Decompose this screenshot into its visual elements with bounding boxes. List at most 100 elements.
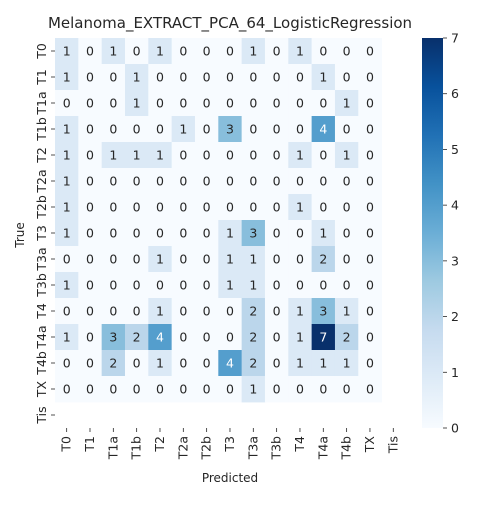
heatmap-cell	[55, 350, 79, 377]
cell-value-label: 1	[226, 278, 234, 293]
heatmap-cell	[78, 116, 103, 143]
cell-value-label: 0	[319, 200, 327, 215]
cell-value-label: 0	[86, 278, 94, 293]
cell-value-label: 0	[86, 122, 94, 137]
y-tick-label: T4	[34, 303, 49, 320]
cell-value-label: 0	[179, 174, 187, 189]
cell-value-label: 0	[203, 44, 211, 59]
cell-value-label: 0	[133, 304, 141, 319]
heatmap-cell	[171, 194, 196, 221]
y-axis-label: True	[13, 222, 27, 249]
cell-value-label: 0	[273, 200, 281, 215]
heatmap-cell	[288, 324, 313, 351]
heatmap-cell	[264, 116, 289, 143]
cell-value-label: 1	[296, 330, 304, 345]
cell-value-label: 0	[156, 96, 164, 111]
x-tick-label: T2	[152, 436, 167, 453]
cell-value-label: 1	[156, 304, 164, 319]
heatmap-cell	[171, 350, 196, 377]
cell-value-label: 0	[249, 200, 257, 215]
heatmap-cell	[334, 142, 359, 169]
cell-value-label: 1	[63, 226, 71, 241]
heatmap-cell	[124, 246, 149, 273]
heatmap-cell	[264, 272, 289, 299]
heatmap-cell	[358, 350, 383, 377]
heatmap-cell	[124, 220, 149, 247]
heatmap-cell	[218, 116, 243, 143]
heatmap-cell	[288, 38, 313, 65]
heatmap-cell	[218, 272, 243, 299]
heatmap-cell	[124, 90, 149, 117]
heatmap-cell	[311, 298, 336, 325]
cell-value-label: 1	[249, 44, 257, 59]
cell-value-label: 0	[273, 96, 281, 111]
y-tick-label: T1a	[34, 91, 49, 115]
heatmap-cell	[288, 142, 313, 169]
cell-value-label: 0	[156, 278, 164, 293]
y-tick-label: T1b	[34, 117, 49, 142]
heatmap-cell	[171, 64, 196, 91]
cell-value-label: 0	[273, 226, 281, 241]
colorbar-tick-label: 1	[451, 365, 459, 380]
x-tick-label: T1b	[129, 436, 144, 461]
heatmap-cell	[194, 272, 219, 299]
cell-value-label: 2	[109, 356, 117, 371]
cell-value-label: 4	[226, 356, 234, 371]
heatmap-cell	[148, 298, 173, 325]
heatmap-cell	[101, 272, 126, 299]
cell-value-label: 0	[203, 174, 211, 189]
heatmap-cell	[124, 116, 149, 143]
cell-value-label: 0	[226, 304, 234, 319]
cell-value-label: 7	[319, 330, 327, 345]
cell-value-label: 0	[343, 382, 351, 397]
heatmap-cell	[264, 220, 289, 247]
cell-value-label: 0	[109, 278, 117, 293]
cell-value-label: 1	[133, 70, 141, 85]
y-tick-labels: T0 T1 T1a T1b T2 T2a T2b T3 T3a T3b T4 T4a T4b TX Tis	[34, 43, 55, 425]
colorbar-tick-label: 6	[451, 86, 459, 101]
cell-value-label: 0	[296, 278, 304, 293]
heatmap-cell	[311, 376, 336, 403]
cell-value-label: 1	[249, 252, 257, 267]
heatmap-cell	[148, 90, 173, 117]
heatmap-cell	[124, 272, 149, 299]
cell-value-label: 0	[203, 96, 211, 111]
cell-value-label: 0	[86, 330, 94, 345]
heatmap-cell	[78, 168, 103, 195]
cell-value-label: 0	[63, 252, 71, 267]
heatmap-cell	[218, 64, 243, 91]
heatmap-cell	[334, 116, 359, 143]
heatmap-cell	[264, 38, 289, 65]
heatmap-cell	[55, 194, 79, 221]
heatmap-cell	[171, 142, 196, 169]
heatmap-cell	[264, 194, 289, 221]
heatmap-cell	[194, 298, 219, 325]
cell-value-label: 0	[273, 174, 281, 189]
heatmap-cell	[148, 168, 173, 195]
heatmap-cell	[78, 142, 103, 169]
cell-value-label: 1	[63, 200, 71, 215]
heatmap-cell	[241, 116, 266, 143]
cell-value-label: 1	[156, 44, 164, 59]
heatmap-cell	[124, 142, 149, 169]
heatmap-cell	[288, 168, 313, 195]
heatmap-cell	[241, 168, 266, 195]
y-tick-label: T1	[34, 69, 49, 86]
heatmap-cell	[55, 298, 79, 325]
cell-value-label: 0	[319, 382, 327, 397]
heatmap-cell	[171, 90, 196, 117]
y-tick-label: T3b	[34, 273, 49, 298]
x-tick-label: T4a	[315, 436, 330, 460]
x-tick-label: T1	[82, 436, 97, 453]
cell-value-label: 0	[179, 330, 187, 345]
heatmap-cell	[264, 298, 289, 325]
cell-value-label: 0	[203, 278, 211, 293]
heatmap-cell	[78, 220, 103, 247]
cell-value-label: 4	[156, 330, 164, 345]
heatmap-cell	[171, 116, 196, 143]
heatmap-cell	[101, 194, 126, 221]
cell-value-label: 0	[133, 44, 141, 59]
cell-value-label: 0	[179, 148, 187, 163]
heatmap-cell	[101, 90, 126, 117]
heatmap-cell	[241, 38, 266, 65]
